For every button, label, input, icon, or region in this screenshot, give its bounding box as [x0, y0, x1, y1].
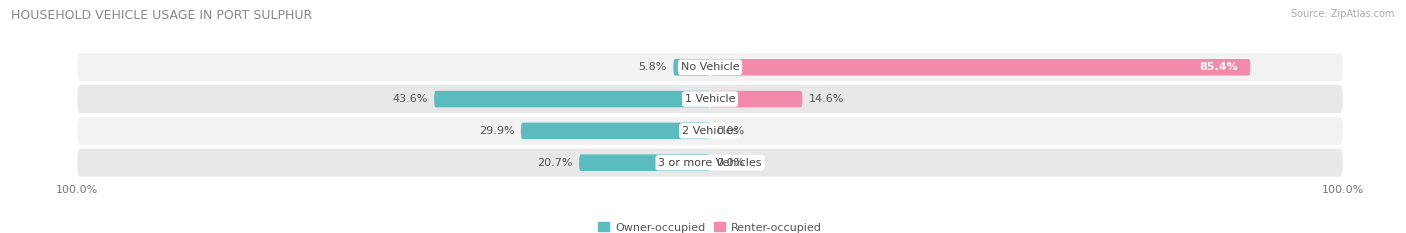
FancyBboxPatch shape	[710, 59, 1250, 75]
Text: 0.0%: 0.0%	[717, 126, 745, 136]
Text: 2 Vehicles: 2 Vehicles	[682, 126, 738, 136]
Text: Source: ZipAtlas.com: Source: ZipAtlas.com	[1291, 9, 1395, 19]
Text: 0.0%: 0.0%	[717, 158, 745, 168]
Text: 5.8%: 5.8%	[638, 62, 666, 72]
FancyBboxPatch shape	[434, 91, 710, 107]
FancyBboxPatch shape	[579, 154, 710, 171]
FancyBboxPatch shape	[77, 85, 1343, 113]
Text: 3 or more Vehicles: 3 or more Vehicles	[658, 158, 762, 168]
FancyBboxPatch shape	[520, 123, 710, 139]
Text: 29.9%: 29.9%	[479, 126, 515, 136]
Text: No Vehicle: No Vehicle	[681, 62, 740, 72]
FancyBboxPatch shape	[77, 117, 1343, 145]
Text: 1 Vehicle: 1 Vehicle	[685, 94, 735, 104]
Text: HOUSEHOLD VEHICLE USAGE IN PORT SULPHUR: HOUSEHOLD VEHICLE USAGE IN PORT SULPHUR	[11, 9, 312, 22]
Text: 14.6%: 14.6%	[808, 94, 844, 104]
FancyBboxPatch shape	[77, 149, 1343, 177]
Text: 20.7%: 20.7%	[537, 158, 572, 168]
FancyBboxPatch shape	[77, 53, 1343, 81]
FancyBboxPatch shape	[710, 91, 803, 107]
Text: 43.6%: 43.6%	[392, 94, 427, 104]
Text: 85.4%: 85.4%	[1199, 62, 1237, 72]
Legend: Owner-occupied, Renter-occupied: Owner-occupied, Renter-occupied	[593, 218, 827, 233]
FancyBboxPatch shape	[673, 59, 710, 75]
